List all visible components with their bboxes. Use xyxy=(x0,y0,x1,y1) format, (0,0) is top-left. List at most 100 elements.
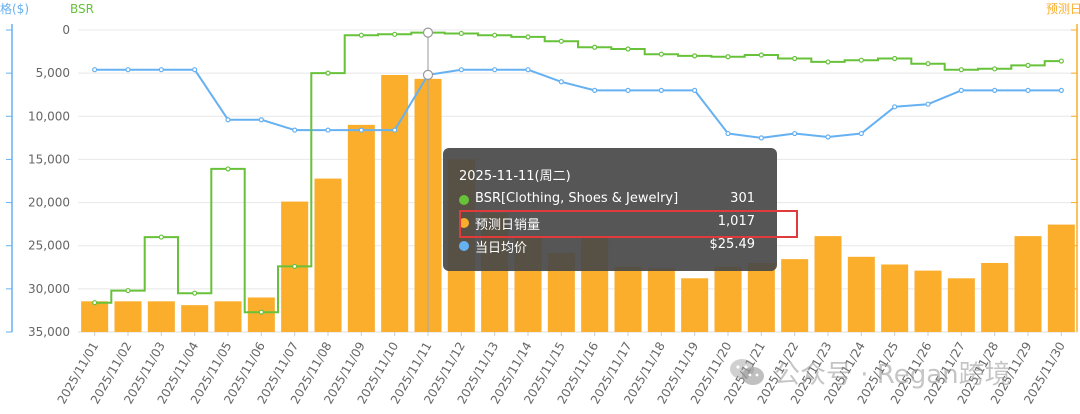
sales-bar xyxy=(681,278,709,332)
bsr-point xyxy=(458,30,464,37)
tooltip-bsr-label: BSR[Clothing, Shoes & Jewelry] xyxy=(475,191,679,206)
price-point xyxy=(225,117,231,123)
price-axis-title: 格($) xyxy=(0,1,29,16)
sales-bar xyxy=(614,266,642,332)
sales-bar xyxy=(814,236,842,332)
sales-legend-dot xyxy=(459,218,469,228)
price-point xyxy=(858,130,864,137)
bsr-point xyxy=(422,27,434,38)
sales-bar xyxy=(314,178,342,332)
price-point xyxy=(392,127,398,133)
price-point xyxy=(258,117,264,123)
price-point xyxy=(158,67,164,73)
price-point xyxy=(825,134,831,140)
price-line xyxy=(92,67,1064,141)
tooltip-sales-value: 1,017 xyxy=(717,214,755,229)
price-point xyxy=(558,79,564,85)
price-point xyxy=(992,87,998,94)
price-point xyxy=(1025,87,1031,94)
bsr-point xyxy=(892,55,898,62)
bsr-tick-label: 20,000 xyxy=(28,196,70,210)
tooltip-sales-label: 预测日销量 xyxy=(475,218,541,233)
highlight-box xyxy=(459,210,798,238)
bsr-point xyxy=(958,67,964,73)
bsr-point xyxy=(92,300,98,306)
bsr-point xyxy=(925,61,931,67)
bsr-point xyxy=(558,38,564,44)
sales-bar xyxy=(881,264,909,332)
price-point xyxy=(658,87,664,94)
bsr-series-line xyxy=(94,31,1062,314)
bsr-point xyxy=(792,55,798,62)
price-point xyxy=(692,87,698,94)
sales-bar xyxy=(181,305,209,332)
bsr-point xyxy=(658,51,664,57)
bsr-point xyxy=(492,32,498,38)
sales-axis-title: 预测日 xyxy=(1046,2,1080,16)
price-point xyxy=(125,67,131,73)
bsr-point xyxy=(1058,58,1064,64)
sales-bar xyxy=(114,301,142,332)
price-point xyxy=(325,127,331,133)
sales-bar xyxy=(781,259,809,332)
axes xyxy=(6,24,1078,336)
bsr-tick-label: 35,000 xyxy=(28,325,70,339)
sales-bar xyxy=(914,270,942,332)
bsr-point xyxy=(392,31,398,37)
sales-bar xyxy=(81,301,109,332)
tooltip-row-price: 当日均价 $25.49 xyxy=(459,237,756,256)
bsr-point xyxy=(858,57,864,63)
bsr-tick-label: 25,000 xyxy=(28,239,70,253)
price-point xyxy=(422,69,434,80)
bsr-point xyxy=(1025,62,1031,68)
price-point xyxy=(592,87,598,94)
price-point xyxy=(958,87,964,94)
bsr-axis-title: BSR xyxy=(70,2,94,16)
sales-bar xyxy=(947,278,975,332)
bsr-point xyxy=(625,46,631,52)
price-point xyxy=(525,67,531,73)
tooltip-price-label: 当日均价 xyxy=(475,241,528,256)
bsr-point xyxy=(525,34,531,40)
price-point xyxy=(292,127,298,133)
price-point xyxy=(892,104,898,110)
sales-bar xyxy=(647,268,675,332)
price-point xyxy=(625,87,631,94)
bsr-tick-label: 10,000 xyxy=(28,109,70,123)
sales-bar xyxy=(1047,224,1075,332)
tooltip-price-value: $25.49 xyxy=(709,237,756,252)
price-point xyxy=(92,67,98,73)
sales-bar xyxy=(847,256,875,332)
price-point xyxy=(492,67,498,73)
bsr-point xyxy=(258,309,264,315)
sales-bar xyxy=(981,262,1009,332)
sales-bar xyxy=(747,262,775,332)
bsr-point xyxy=(692,53,698,59)
bsr-point xyxy=(125,287,131,294)
bsr-point xyxy=(192,290,198,296)
price-legend-dot xyxy=(459,241,469,251)
bsr-point xyxy=(358,32,364,38)
wechat-icon xyxy=(730,359,764,385)
sales-bar xyxy=(714,266,742,332)
sales-bar xyxy=(347,124,375,333)
watermark: 公众号 · Regan跨境 xyxy=(728,352,1073,392)
price-series-line xyxy=(94,68,1062,139)
price-point xyxy=(792,130,798,137)
price-point xyxy=(725,130,731,137)
price-point xyxy=(192,67,198,73)
bsr-tick-label: 15,000 xyxy=(28,152,70,166)
tooltip-title: 2025-11-11(周二) xyxy=(459,169,571,184)
tooltip: 2025-11-11(周二) BSR[Clothing, Shoes & Jew… xyxy=(443,148,777,271)
bsr-point xyxy=(292,263,298,270)
bsr-point xyxy=(158,234,164,240)
tooltip-row-sales: 预测日销量 1,017 xyxy=(459,214,755,233)
tooltip-bsr-value: 301 xyxy=(730,191,755,206)
bsr-point xyxy=(992,66,998,72)
price-point xyxy=(458,67,464,73)
price-point xyxy=(358,127,364,133)
bsr-line xyxy=(92,27,1064,315)
tooltip-row-bsr: BSR[Clothing, Shoes & Jewelry] 301 xyxy=(459,191,755,209)
price-point xyxy=(1058,87,1064,94)
